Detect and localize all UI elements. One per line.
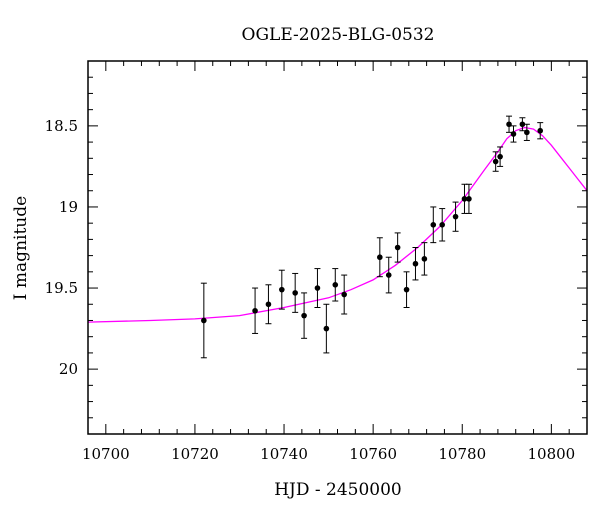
y-tick-label: 19.5 xyxy=(45,279,78,297)
y-axis-ticks: 18.5 19 19.5 20 xyxy=(45,60,587,435)
data-point xyxy=(394,232,401,263)
data-point xyxy=(252,287,259,334)
data-marker xyxy=(265,301,272,308)
data-marker xyxy=(461,196,468,202)
data-point xyxy=(430,206,437,244)
data-marker xyxy=(430,221,437,228)
data-point xyxy=(385,256,392,294)
x-axis-label: HJD - 2450000 xyxy=(274,480,402,500)
data-point xyxy=(465,183,472,214)
data-marker xyxy=(492,158,499,165)
data-marker xyxy=(394,244,401,251)
data-marker xyxy=(466,196,472,202)
data-marker xyxy=(403,286,410,293)
y-tick-label: 20 xyxy=(59,360,78,378)
data-marker xyxy=(506,121,512,128)
data-point xyxy=(519,117,526,132)
data-point xyxy=(323,303,330,354)
data-point xyxy=(439,208,446,242)
x-axis-ticks: 10700 10720 10740 10760 10780 10800 xyxy=(82,61,588,463)
data-point xyxy=(376,237,383,278)
data-marker xyxy=(332,282,339,288)
data-point xyxy=(497,146,504,167)
data-point xyxy=(452,201,459,232)
y-axis-label: I magnitude xyxy=(11,196,31,300)
data-point xyxy=(292,272,299,313)
x-tick-label: 10780 xyxy=(438,445,486,463)
x-tick-label: 10760 xyxy=(349,445,397,463)
data-marker xyxy=(452,213,459,220)
data-marker xyxy=(252,307,258,314)
data-point xyxy=(200,282,207,359)
data-marker xyxy=(497,153,503,160)
data-point xyxy=(314,268,321,309)
data-marker xyxy=(201,317,207,324)
data-marker xyxy=(323,325,330,332)
data-point xyxy=(278,269,285,310)
chart-title: OGLE-2025-BLG-0532 xyxy=(242,25,435,45)
data-marker xyxy=(314,285,321,291)
data-point xyxy=(510,125,517,143)
data-marker xyxy=(341,291,347,298)
model-curve-layer xyxy=(88,126,587,323)
x-tick-label: 10700 xyxy=(82,445,130,463)
data-point xyxy=(403,271,410,309)
data-point xyxy=(523,123,530,141)
y-tick-label: 19 xyxy=(59,198,78,216)
plot-frame xyxy=(87,60,588,435)
data-marker xyxy=(537,127,544,134)
data-points-layer xyxy=(200,115,544,359)
data-marker xyxy=(439,221,446,228)
data-point xyxy=(492,151,499,172)
data-marker xyxy=(510,131,517,137)
data-point xyxy=(332,268,339,302)
data-marker xyxy=(412,260,419,267)
data-marker xyxy=(524,129,530,136)
data-point xyxy=(506,115,513,133)
data-point xyxy=(412,247,419,281)
data-point xyxy=(301,292,308,339)
data-point xyxy=(537,122,544,140)
x-tick-label: 10740 xyxy=(260,445,308,463)
x-tick-label: 10800 xyxy=(527,445,575,463)
data-marker xyxy=(301,312,307,319)
model-curve xyxy=(88,126,587,323)
x-tick-label: 10720 xyxy=(171,445,219,463)
data-point xyxy=(341,274,348,315)
data-marker xyxy=(421,256,428,262)
data-point xyxy=(421,242,428,276)
data-marker xyxy=(519,121,526,128)
data-marker xyxy=(385,272,392,278)
data-marker xyxy=(292,290,298,296)
data-marker xyxy=(279,286,285,293)
y-tick-label: 18.5 xyxy=(45,117,78,135)
data-point xyxy=(265,284,272,325)
data-marker xyxy=(377,254,383,261)
